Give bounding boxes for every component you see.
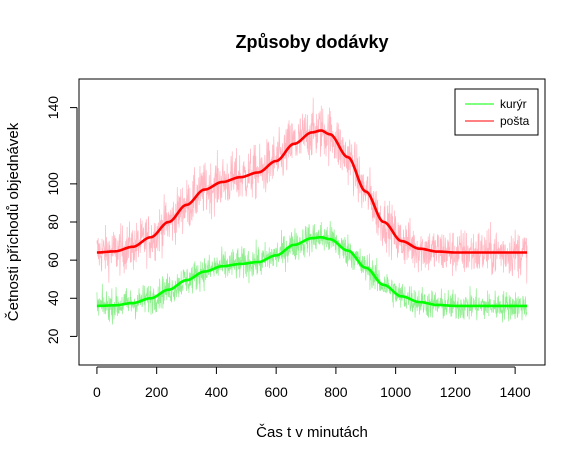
x-tick-label: 800 (324, 384, 348, 400)
legend-box (454, 88, 539, 136)
y-axis-label: Četnosti příchodů objednávek (5, 122, 22, 321)
x-axis-label: Čas t v minutách (256, 424, 368, 441)
smooth-line-posta (96, 129, 528, 254)
x-tick-label: 400 (205, 384, 229, 400)
y-tick-label: 40 (45, 290, 61, 306)
y-tick-label: 140 (45, 96, 61, 120)
x-tick-label: 1200 (440, 384, 471, 400)
smooth-curves-layer (96, 129, 528, 308)
x-tick-label: 1000 (380, 384, 411, 400)
x-tick-label: 0 (93, 384, 101, 400)
chart-title: Způsoby dodávky (235, 32, 388, 52)
y-axis: 20 40 60 80 100 140 (45, 96, 78, 344)
y-tick-label: 60 (45, 252, 61, 268)
x-tick-label: 200 (145, 384, 169, 400)
y-tick-label: 100 (45, 172, 61, 196)
plot-frame (78, 78, 546, 366)
smooth-line-kuryr (96, 235, 528, 308)
legend-label-posta: pošta (500, 114, 530, 128)
legend: kurýr pošta (454, 88, 539, 136)
raw-line-kuryr (96, 220, 528, 325)
y-tick-label: 20 (45, 328, 61, 344)
x-tick-label: 1400 (500, 384, 531, 400)
y-tick-label: 80 (45, 214, 61, 230)
legend-label-kuryr: kurýr (500, 97, 527, 111)
x-tick-label: 600 (264, 384, 288, 400)
x-axis: 0 200 400 600 800 1000 1200 1400 (93, 366, 531, 400)
